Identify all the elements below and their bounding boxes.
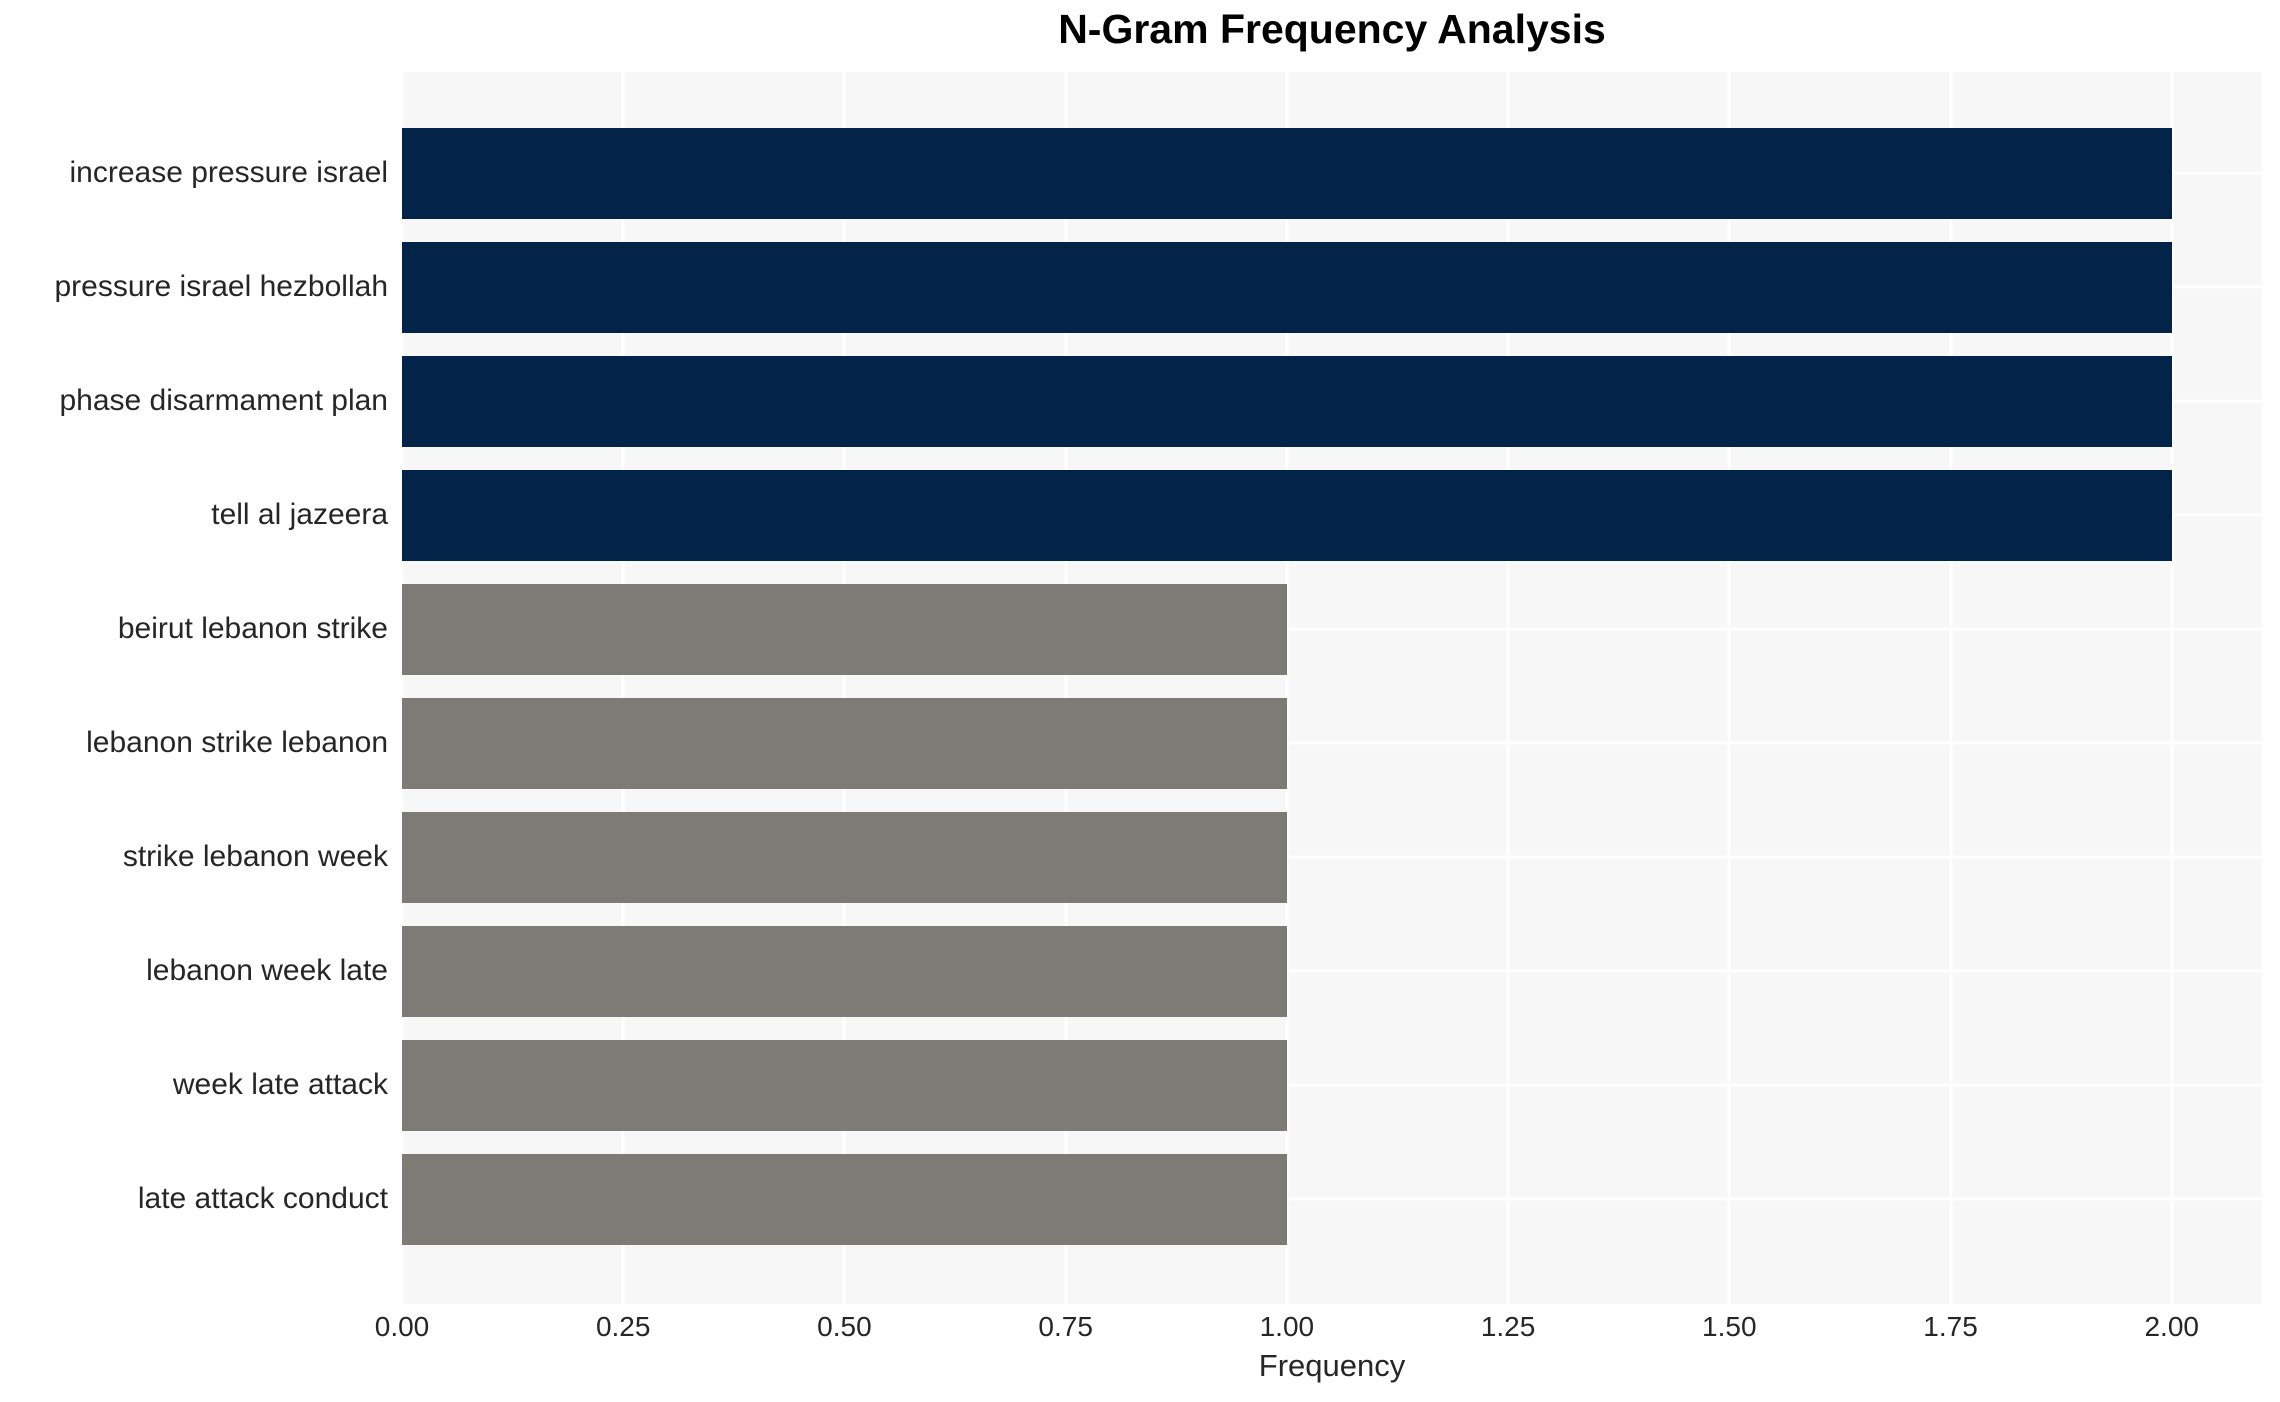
bar-pressure-israel-hezbollah [402, 241, 2172, 333]
gridline-vertical [621, 72, 625, 1304]
bar-phase-disarmament-plan [402, 355, 2172, 447]
bar-tell-al-jazeera [402, 469, 2172, 561]
x-axis-title: Frequency [1258, 1348, 1406, 1383]
gridline-horizontal [402, 1083, 2262, 1087]
x-tick-label: 1.50 [1702, 1311, 1757, 1342]
plot-area [400, 72, 2262, 1304]
x-tick-label: 2.00 [2144, 1311, 2199, 1342]
bar-lebanon-strike-lebanon [402, 697, 1287, 789]
y-axis-label: increase pressure israel [69, 156, 388, 189]
gridline-horizontal [402, 741, 2262, 745]
y-axis-label: pressure israel hezbollah [54, 270, 388, 303]
y-axis-label: late attack conduct [137, 1182, 388, 1215]
gridline-vertical [1285, 72, 1289, 1304]
chart-title: N-Gram Frequency Analysis [1058, 6, 1606, 52]
y-axis-label: phase disarmament plan [59, 384, 388, 417]
y-axis-label: beirut lebanon strike [117, 612, 388, 645]
x-tick-label: 1.25 [1480, 1311, 1536, 1342]
x-tick-label: 1.00 [1259, 1311, 1315, 1342]
bar-late-attack-conduct [402, 1153, 1287, 1245]
bar-strike-lebanon-week [402, 811, 1287, 903]
y-axis-label: lebanon strike lebanon [86, 726, 388, 759]
bar-increase-pressure-israel [402, 127, 2172, 219]
gridline-vertical [1064, 72, 1068, 1304]
bar-lebanon-week-late [402, 925, 1287, 1017]
gridline-horizontal [402, 1197, 2262, 1201]
bar-beirut-lebanon-strike [402, 583, 1287, 675]
bar-week-late-attack [402, 1039, 1287, 1131]
x-tick-label: 0.25 [595, 1311, 651, 1342]
gridline-vertical [842, 72, 846, 1304]
x-tick-label: 0.50 [817, 1311, 872, 1342]
gridline-vertical [1727, 72, 1731, 1304]
gridline-horizontal [402, 855, 2262, 859]
gridline-horizontal [402, 627, 2262, 631]
gridline-vertical [1949, 72, 1953, 1304]
gridline-vertical [1506, 72, 1510, 1304]
y-axis-label: strike lebanon week [122, 840, 388, 873]
x-tick-label: 1.75 [1923, 1311, 1978, 1342]
y-axis-label: lebanon week late [146, 954, 388, 987]
y-axis-label: tell al jazeera [211, 498, 388, 531]
x-tick-label: 0.00 [374, 1311, 430, 1342]
x-tick-label: 0.75 [1038, 1311, 1093, 1342]
gridline-vertical [2170, 72, 2174, 1304]
gridline-horizontal [402, 969, 2262, 973]
gridline-vertical [400, 72, 404, 1304]
y-axis-label: week late attack [172, 1068, 388, 1101]
